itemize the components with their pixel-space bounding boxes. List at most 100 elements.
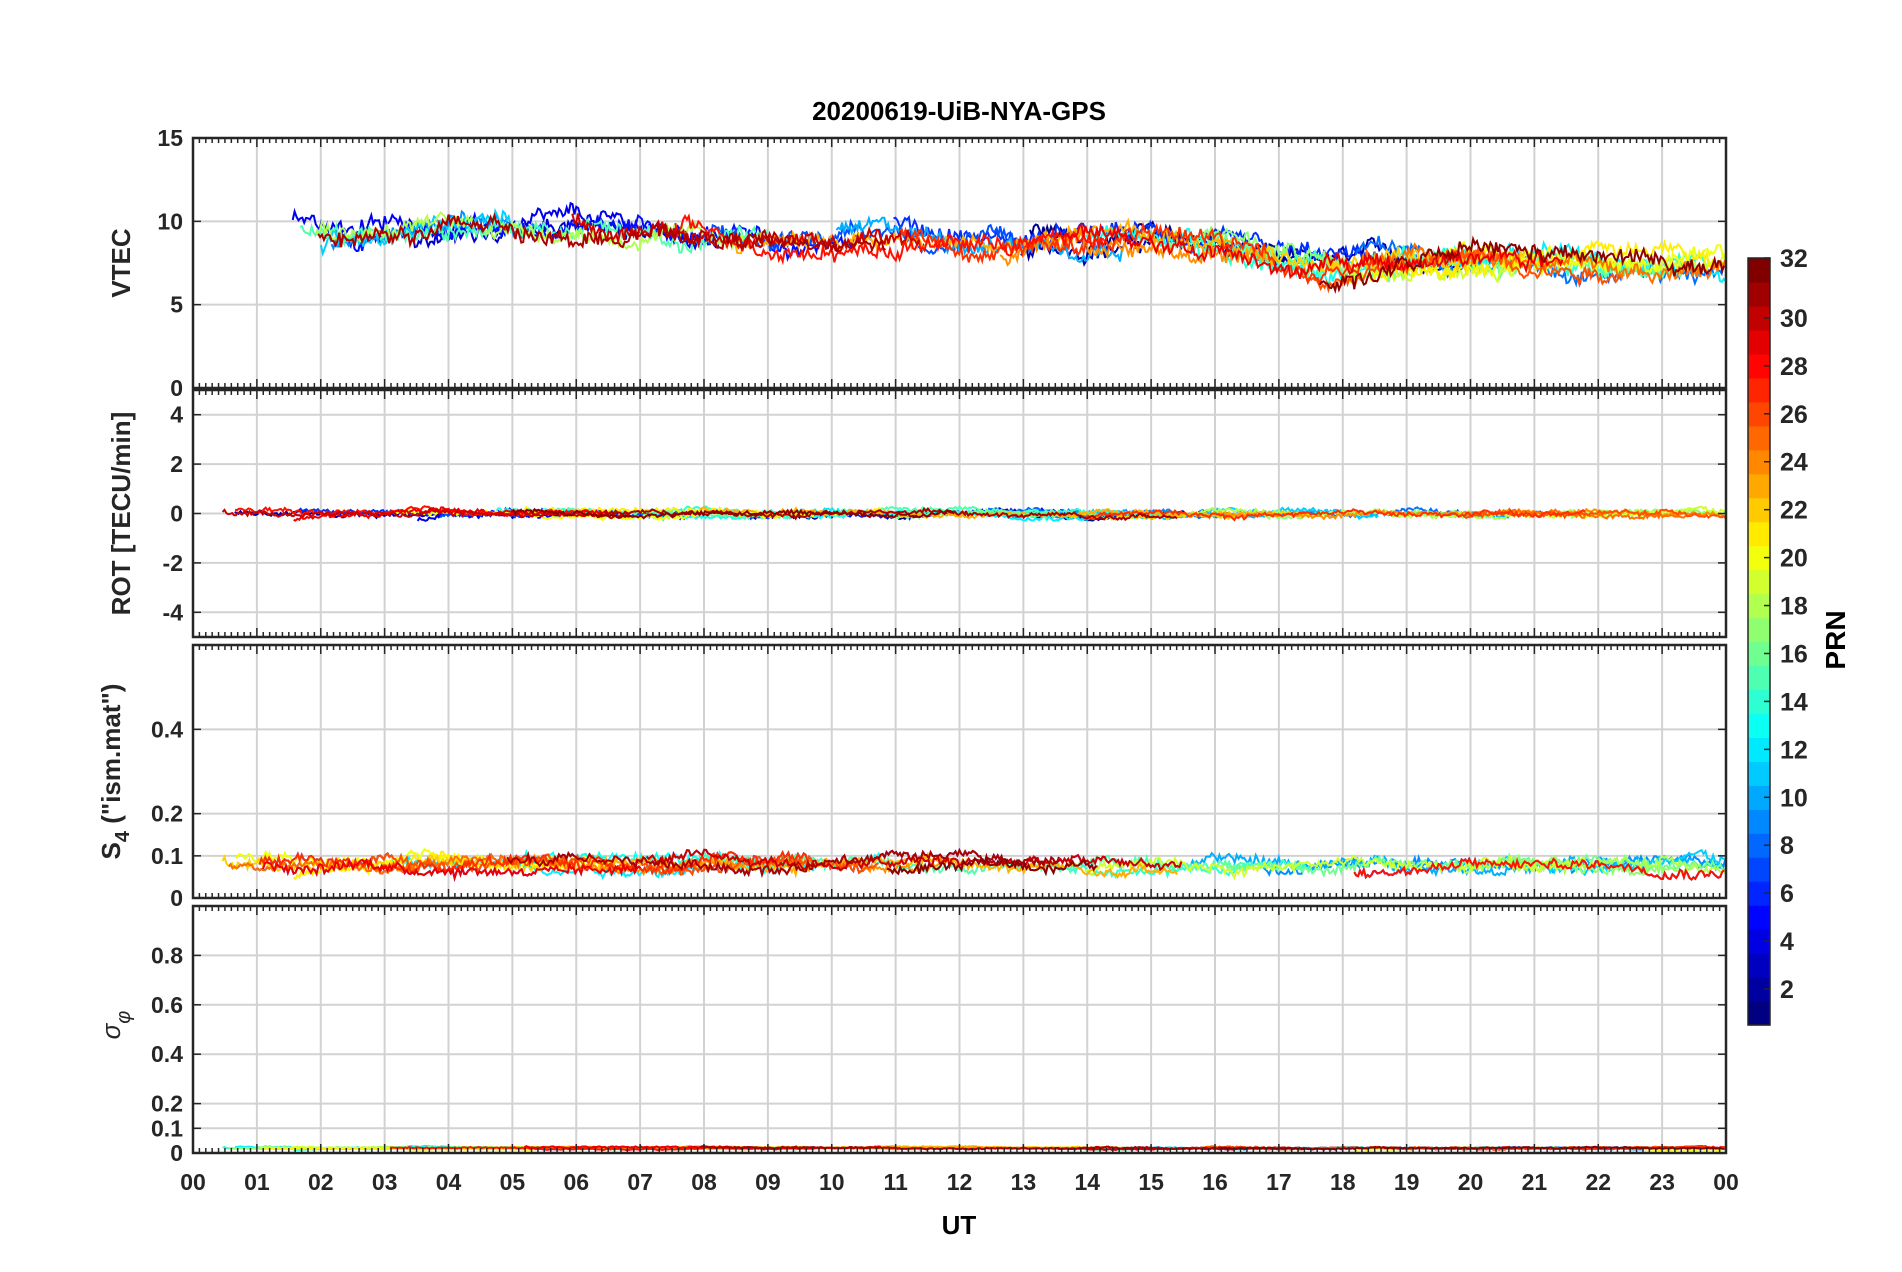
- colorbar-band: [1748, 737, 1770, 762]
- panel-s4: 0 0.1 0.2 0.4 S4 ("ism.mat"): [96, 643, 1728, 911]
- series-line: [510, 853, 956, 877]
- colorbar-band: [1748, 881, 1770, 906]
- colorbar-band: [1748, 305, 1770, 331]
- colorbar-tick-label: 20: [1780, 545, 1808, 573]
- y-axis-label: VTEC: [106, 228, 136, 298]
- y-axis-label-part: ("ism.mat"): [96, 684, 126, 831]
- y-tick-label: 4: [170, 402, 183, 428]
- colorbar-band: [1748, 401, 1770, 427]
- colorbar-band: [1748, 281, 1770, 307]
- colorbar-band: [1748, 1001, 1770, 1026]
- x-axis-label: UT: [942, 1210, 977, 1240]
- y-axis-label-part: 4: [112, 830, 134, 842]
- colorbar-tick-label: 2: [1780, 976, 1794, 1004]
- colorbar-band: [1748, 425, 1770, 451]
- x-tick-label: 16: [1202, 1169, 1228, 1195]
- y-tick-label: 0: [170, 885, 183, 911]
- series-line: [506, 847, 1060, 878]
- series-line: [886, 852, 1098, 877]
- colorbar-band: [1748, 473, 1770, 499]
- series-line: [571, 213, 920, 253]
- x-tick-label: 08: [691, 1169, 717, 1195]
- colorbar-band: [1748, 545, 1770, 571]
- x-tick-label: 02: [308, 1169, 334, 1195]
- x-tick-label: 09: [755, 1169, 781, 1195]
- colorbar-tick-label: 12: [1780, 736, 1808, 764]
- colorbar-tick-label: 30: [1780, 305, 1808, 333]
- colorbar-band: [1748, 449, 1770, 475]
- colorbar-band: [1748, 713, 1770, 738]
- panel-rot: -4 -2 0 2 4 ROT [TECU/min]: [106, 388, 1728, 639]
- colorbar-band: [1748, 689, 1770, 715]
- series-line: [1466, 851, 1702, 877]
- colorbar-tick-label: 8: [1780, 832, 1794, 860]
- y-axis-label-part: σ: [96, 1022, 126, 1039]
- series-line: [835, 214, 1123, 264]
- colorbar-tick-label: 28: [1780, 353, 1808, 381]
- y-tick-label: 0: [170, 501, 183, 527]
- colorbar-tick-label: 26: [1780, 401, 1808, 429]
- colorbar-band: [1748, 953, 1770, 978]
- y-tick-label: 0.2: [151, 1091, 183, 1117]
- x-tick-label: 00: [1713, 1169, 1739, 1195]
- series-line: [262, 857, 642, 882]
- x-tick-label: 18: [1330, 1169, 1356, 1195]
- colorbar-tick-label: 14: [1780, 688, 1808, 716]
- y-tick-label: 0.8: [151, 942, 183, 968]
- colorbar-band: [1748, 785, 1770, 810]
- y-tick-label: 5: [170, 292, 183, 318]
- y-tick-label: 2: [170, 451, 183, 477]
- series-line: [1084, 508, 1586, 522]
- y-tick-label: 0.4: [151, 716, 183, 742]
- colorbar-band: [1748, 593, 1770, 619]
- colorbar-band: [1748, 617, 1770, 643]
- colorbar-band: [1748, 641, 1770, 667]
- x-tick-label: 14: [1074, 1169, 1100, 1195]
- y-tick-label: 0.2: [151, 801, 183, 827]
- x-tick-label: 22: [1585, 1169, 1611, 1195]
- colorbar-band: [1748, 761, 1770, 786]
- colorbar-tick-label: 10: [1780, 784, 1808, 812]
- x-tick-label: 15: [1138, 1169, 1164, 1195]
- colorbar-tick-label: 24: [1780, 449, 1808, 477]
- x-tick-label: 20: [1458, 1169, 1484, 1195]
- colorbar-tick-label: 16: [1780, 640, 1808, 668]
- x-tick-label: 07: [627, 1169, 653, 1195]
- y-tick-label: 0.6: [151, 992, 183, 1018]
- y-tick-label: 15: [157, 125, 183, 151]
- x-tick-label: 10: [819, 1169, 845, 1195]
- colorbar-band: [1748, 905, 1770, 930]
- y-tick-label: 0.4: [151, 1041, 183, 1067]
- colorbar-tick-label: 18: [1780, 593, 1808, 621]
- x-tick-label: 17: [1266, 1169, 1292, 1195]
- y-tick-label: -2: [163, 550, 183, 576]
- colorbar-band: [1748, 521, 1770, 547]
- colorbar-band: [1748, 329, 1770, 355]
- x-tick-label: 13: [1011, 1169, 1037, 1195]
- colorbar-tick-label: 4: [1780, 928, 1794, 956]
- x-tick-label: 01: [244, 1169, 270, 1195]
- x-tick-label: 19: [1394, 1169, 1420, 1195]
- colorbar-band: [1748, 497, 1770, 523]
- panel-sigma-phi: 00.10.2 0.4 0.6 0.8 σφ 00 01 02 03 04 05 06 07 08 09 10…: [96, 904, 1739, 1195]
- colorbar-band: [1748, 809, 1770, 834]
- series-line: [293, 506, 614, 522]
- colorbar-band: [1748, 258, 1770, 283]
- series-line: [317, 211, 887, 254]
- y-tick-label: 0.1: [151, 1115, 183, 1141]
- y-axis-label: ROT [TECU/min]: [106, 412, 136, 616]
- series-line: [897, 221, 1380, 286]
- y-axis-label-part: φ: [113, 1011, 135, 1024]
- x-tick-label: 21: [1522, 1169, 1548, 1195]
- series-line: [1353, 856, 1725, 881]
- colorbar-band: [1748, 977, 1770, 1002]
- series-line: [1318, 235, 1726, 295]
- x-tick-label: 23: [1649, 1169, 1675, 1195]
- y-axis-label: S4 ("ism.mat"): [96, 684, 134, 860]
- series-line: [1059, 222, 1564, 280]
- x-tick-label: 05: [500, 1169, 526, 1195]
- y-axis-label-part: S: [96, 842, 126, 859]
- colorbar-band: [1748, 377, 1770, 403]
- series-line: [645, 848, 1183, 872]
- colorbar-tick-label: 6: [1780, 880, 1794, 908]
